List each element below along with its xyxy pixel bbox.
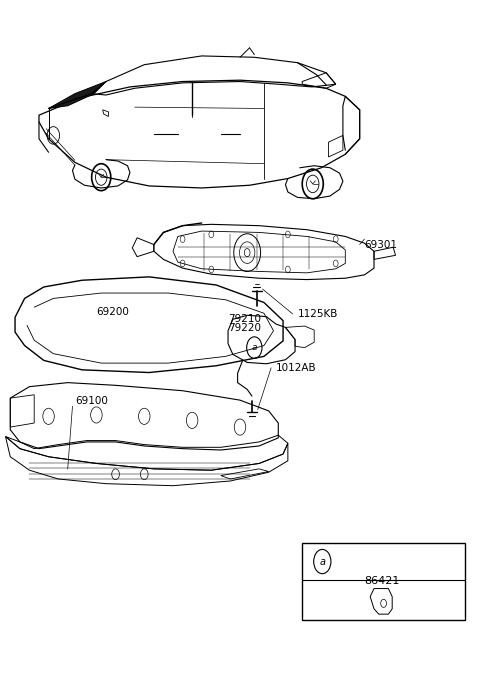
Text: a: a	[319, 557, 325, 566]
Text: 1125KB: 1125KB	[298, 309, 338, 319]
Text: 69200: 69200	[96, 307, 129, 317]
Text: 86421: 86421	[364, 576, 400, 587]
Text: 69301: 69301	[364, 240, 397, 250]
Text: 69100: 69100	[75, 396, 108, 406]
Polygon shape	[48, 82, 106, 109]
Bar	[302, 543, 465, 620]
Text: 1012AB: 1012AB	[276, 363, 316, 373]
Text: a: a	[252, 343, 257, 352]
Text: 79210: 79210	[228, 314, 261, 323]
Text: 79220: 79220	[228, 323, 261, 333]
